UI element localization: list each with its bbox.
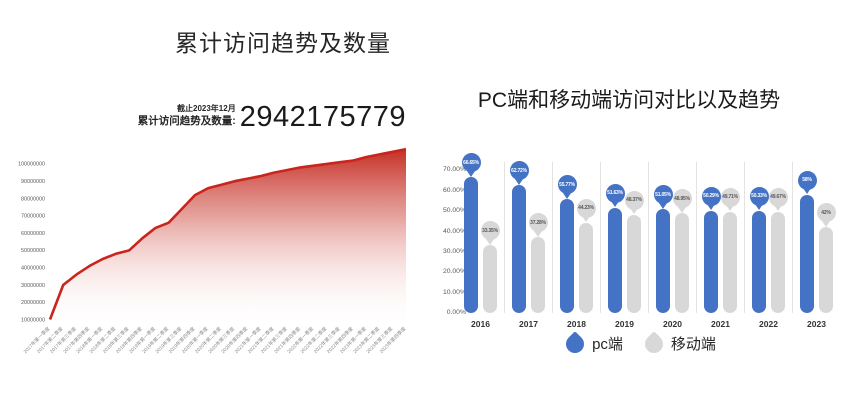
bar-pc [704,210,718,313]
separator-line [792,162,793,313]
balloon-mobile: 44.23% [576,198,596,218]
y-axis-label: 30.00% [442,247,466,255]
y-axis-label: 40.00% [442,227,466,235]
balloon-mobile: 48.37% [624,190,644,210]
y-axis-label: 30000000 [21,283,45,289]
year-label: 2021 [711,319,730,329]
bar-pc [608,207,622,313]
area-fill [50,149,406,326]
y-axis-label: 20000000 [21,300,45,306]
bar-pc [752,210,766,313]
pc-legend-label: pc端 [592,336,623,353]
balloon-tail-mobile [630,208,638,215]
bar-pc [800,194,814,313]
cumulative-stat: 截止2023年12月 累计访问趋势及数量: 2942175779 [130,103,406,132]
balloon-mobile: 33.35% [480,221,500,241]
year-label: 2016 [471,319,490,329]
separator-line [696,162,697,313]
y-axis-label: 90000000 [21,179,45,185]
balloon-tail-pc [611,201,619,208]
mobile-legend-label: 移动端 [670,336,716,353]
balloon-mobile: 48.95% [672,189,692,209]
stat-labels: 截止2023年12月 累计访问趋势及数量: [138,104,236,132]
y-axis-label: 70.00% [442,166,466,174]
pc-legend-icon [562,330,588,357]
balloon-tail-mobile [678,206,686,213]
bar-pc [464,177,478,313]
balloon-pc: 55.77% [557,175,577,195]
year-label: 2017 [519,319,538,329]
y-axis-label: 50000000 [21,248,45,254]
bar-mobile [531,237,545,313]
balloon-pc: 66.65% [461,153,481,173]
balloon-mobile: 42% [816,203,836,223]
balloon-mobile: 37.28% [528,213,548,233]
separator-line [600,162,601,313]
pc-mobile-bar-plot: 0.00% 10.00% 20.00% 30.00% 40.00% 50.00% 60.00… [430,150,852,346]
bar-mobile [675,213,689,313]
stat-value: 2942175779 [239,101,406,133]
balloon-tail-mobile [486,238,494,245]
year-label: 2023 [807,319,826,329]
y-axis-label: 0.00% [446,309,466,316]
y-axis-label: 100000000 [18,162,45,168]
separator-line [504,162,505,313]
balloon-pc: 51.05% [653,185,673,205]
bar-mobile [723,211,737,313]
balloon-tail-pc [563,192,571,199]
y-axis-label: 10.00% [442,288,466,296]
separator-line [552,162,553,313]
year-label: 2020 [663,319,682,329]
balloon-tail-pc [659,202,667,209]
balloon-mobile: 49.71% [720,187,740,207]
balloon-tail-pc [707,204,715,211]
bar-mobile [771,211,785,313]
bar-pc [656,209,670,313]
mobile-legend-icon [641,330,667,357]
balloon-tail-mobile [822,220,830,227]
y-axis-label: 60.00% [442,186,466,194]
y-axis-label: 80000000 [21,196,45,202]
cumulative-area-chart: 10000000 20000000 30000000 40000000 50000000… [18,147,408,355]
y-axis-label: 70000000 [21,214,45,220]
right-chart-title: PC端和移动端访问对比以及趋势 [477,89,781,112]
year-label: 2019 [615,319,634,329]
separator-line [744,162,745,313]
bar-pc [560,199,574,313]
bar-pc [512,185,526,313]
balloon-tail-pc [803,188,811,195]
y-axis-label: 20.00% [442,268,466,276]
area-line [48,147,407,320]
balloon-tail-pc [515,178,523,185]
bar-mobile [627,214,641,313]
balloon-tail-pc [467,170,475,177]
balloon-tail-mobile [774,205,782,212]
y-axis-label: 60000000 [21,231,45,237]
stat-label: 累计访问趋势及数量: [137,114,236,127]
y-axis-label: 40000000 [21,265,45,271]
balloon-tail-pc [755,204,763,211]
separator-line [648,162,649,313]
year-label: 2018 [567,319,586,329]
balloon-pc: 58% [797,170,817,190]
y-axis-label: 10000000 [21,317,45,323]
balloon-tail-mobile [582,216,590,223]
bar-mobile [819,227,833,313]
balloon-pc: 50.29% [701,186,721,206]
balloon-mobile: 49.67% [768,187,788,207]
bar-mobile [579,222,593,313]
balloon-tail-mobile [726,205,734,212]
stat-caption: 截止2023年12月 [177,104,236,114]
bar-mobile [483,245,497,313]
chart-legend: pc端 移动端 [430,330,852,357]
y-axis-label: 50.00% [442,207,466,215]
left-chart-title: 累计访问趋势及数量 [175,30,391,56]
balloon-pc: 62.72% [509,161,529,181]
balloon-pc: 50.33% [749,186,769,206]
balloon-tail-mobile [534,230,542,237]
balloon-pc: 51.63% [605,183,625,203]
year-label: 2022 [759,319,778,329]
